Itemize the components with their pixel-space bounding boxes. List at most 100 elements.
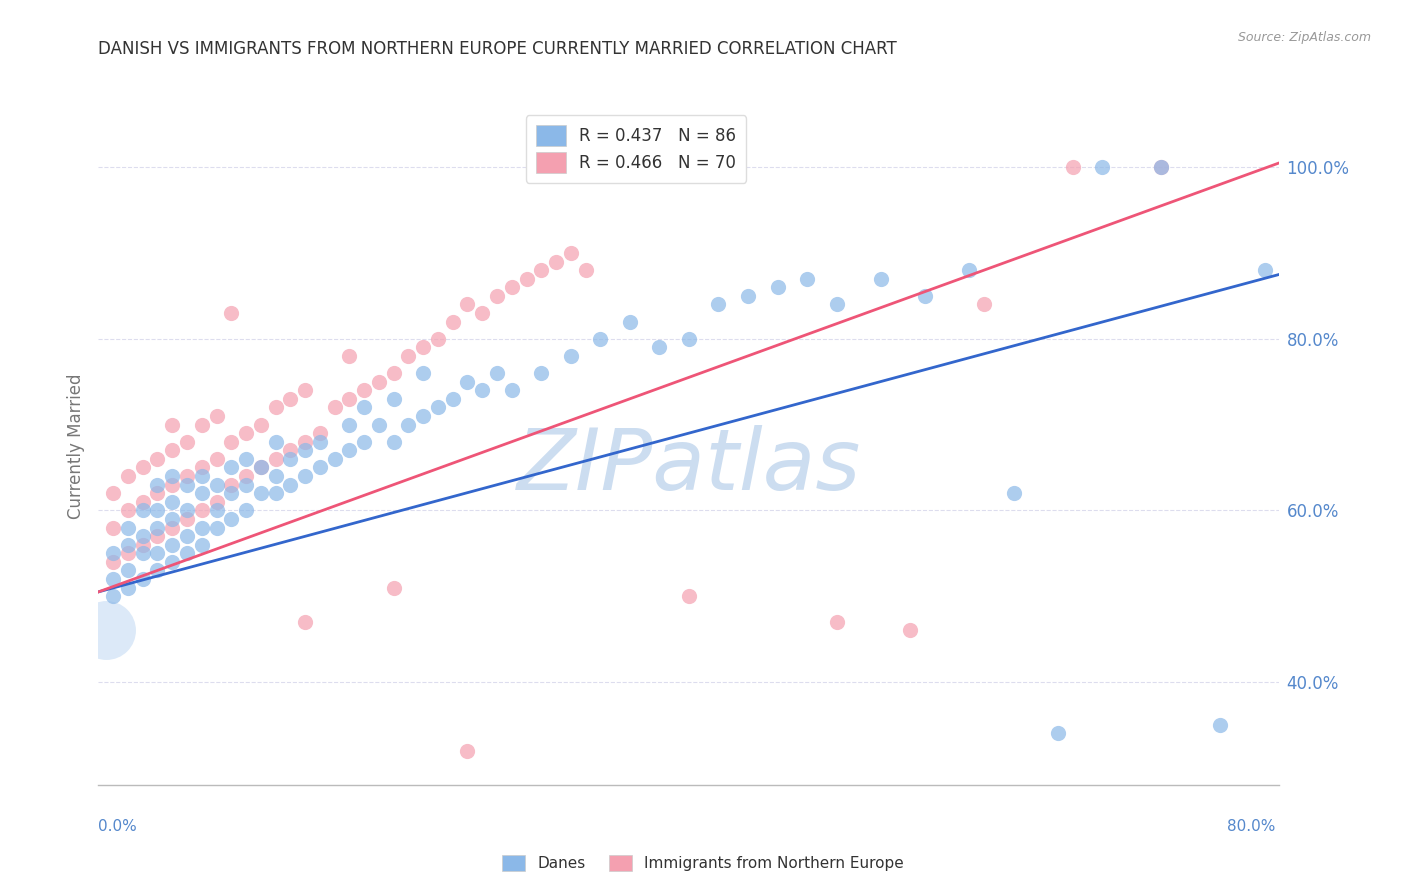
Point	[191, 460, 214, 475]
Point	[132, 546, 155, 560]
Point	[235, 451, 257, 466]
Point	[339, 417, 360, 432]
Point	[103, 572, 125, 586]
Point	[560, 349, 582, 363]
Point	[250, 460, 273, 475]
Point	[973, 297, 995, 311]
Point	[456, 744, 478, 758]
Point	[368, 375, 391, 389]
Point	[176, 546, 198, 560]
Point	[678, 160, 700, 174]
Point	[501, 383, 523, 397]
Point	[146, 546, 169, 560]
Point	[1150, 160, 1173, 174]
Point	[205, 503, 228, 517]
Point	[294, 443, 316, 458]
Point	[219, 486, 242, 500]
Point	[103, 589, 125, 603]
Point	[1254, 263, 1277, 277]
Point	[501, 280, 523, 294]
Point	[796, 271, 818, 285]
Point	[117, 538, 139, 552]
Legend: Danes, Immigrants from Northern Europe: Danes, Immigrants from Northern Europe	[496, 849, 910, 877]
Point	[264, 401, 287, 415]
Point	[530, 366, 553, 380]
Point	[323, 401, 346, 415]
Point	[219, 512, 242, 526]
Point	[205, 520, 228, 534]
Point	[176, 469, 198, 483]
Point	[132, 495, 155, 509]
Point	[117, 469, 139, 483]
Point	[294, 434, 316, 449]
Point	[309, 434, 332, 449]
Point	[103, 555, 125, 569]
Y-axis label: Currently Married: Currently Married	[66, 373, 84, 519]
Point	[235, 426, 257, 441]
Point	[412, 366, 434, 380]
Point	[382, 434, 405, 449]
Point	[191, 417, 214, 432]
Point	[146, 563, 169, 577]
Point	[219, 460, 242, 475]
Point	[235, 477, 257, 491]
Point	[264, 434, 287, 449]
Point	[546, 254, 568, 268]
Point	[117, 581, 139, 595]
Point	[176, 477, 198, 491]
Legend: R = 0.437   N = 86, R = 0.466   N = 70: R = 0.437 N = 86, R = 0.466 N = 70	[526, 115, 747, 183]
Point	[633, 160, 655, 174]
Point	[323, 451, 346, 466]
Point	[235, 469, 257, 483]
Point	[146, 520, 169, 534]
Point	[560, 246, 582, 260]
Point	[278, 451, 302, 466]
Point	[869, 271, 891, 285]
Point	[427, 332, 450, 346]
Point	[427, 401, 450, 415]
Point	[219, 306, 242, 320]
Point	[117, 563, 139, 577]
Point	[162, 520, 183, 534]
Point	[1150, 160, 1173, 174]
Point	[339, 443, 360, 458]
Point	[471, 306, 494, 320]
Point	[353, 434, 375, 449]
Point	[412, 409, 434, 423]
Point	[900, 624, 922, 638]
Point	[191, 503, 214, 517]
Point	[176, 503, 198, 517]
Point	[396, 349, 419, 363]
Point	[382, 581, 405, 595]
Point	[959, 263, 981, 277]
Point	[456, 375, 478, 389]
Point	[250, 486, 273, 500]
Point	[146, 529, 169, 543]
Point	[766, 280, 789, 294]
Point	[162, 469, 183, 483]
Point	[278, 443, 302, 458]
Point	[103, 486, 125, 500]
Point	[162, 495, 183, 509]
Point	[737, 289, 759, 303]
Point	[146, 451, 169, 466]
Point	[294, 383, 316, 397]
Point	[94, 624, 117, 638]
Point	[382, 392, 405, 406]
Point	[589, 332, 612, 346]
Point	[205, 477, 228, 491]
Point	[162, 477, 183, 491]
Point	[707, 297, 730, 311]
Point	[264, 469, 287, 483]
Point	[353, 383, 375, 397]
Point	[132, 460, 155, 475]
Point	[132, 503, 155, 517]
Point	[353, 401, 375, 415]
Text: 0.0%: 0.0%	[98, 820, 138, 834]
Point	[132, 529, 155, 543]
Point	[191, 520, 214, 534]
Point	[294, 615, 316, 629]
Point	[1062, 160, 1084, 174]
Point	[441, 392, 464, 406]
Point	[219, 434, 242, 449]
